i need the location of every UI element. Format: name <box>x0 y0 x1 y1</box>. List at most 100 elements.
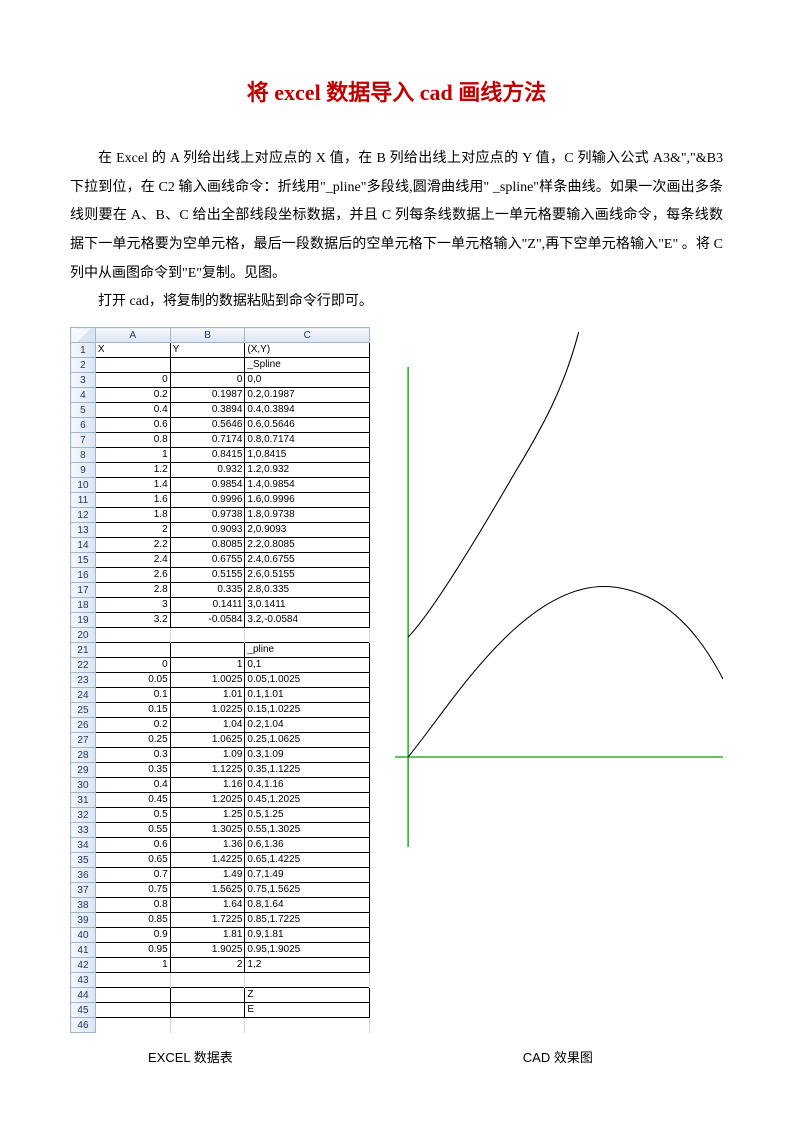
cell: 0.55 <box>95 823 170 838</box>
col-header-A: A <box>95 328 170 343</box>
cell: 0.8085 <box>170 538 245 553</box>
cell: 0.8 <box>95 433 170 448</box>
cell: 0.85,1.7225 <box>245 913 370 928</box>
cell <box>170 358 245 373</box>
cell: 2,0.9093 <box>245 523 370 538</box>
cell: 1 <box>95 958 170 973</box>
row-header: 15 <box>71 553 96 568</box>
cell: 0.6755 <box>170 553 245 568</box>
cell: 1.2025 <box>170 793 245 808</box>
cell: 0.7 <box>95 868 170 883</box>
cell-blank <box>170 628 245 643</box>
cell: 1.9025 <box>170 943 245 958</box>
row-header: 9 <box>71 463 96 478</box>
cell: 0.9093 <box>170 523 245 538</box>
page-title: 将 excel 数据导入 cad 画线方法 <box>70 75 723 107</box>
cell <box>95 358 170 373</box>
cell: 1.25 <box>170 808 245 823</box>
cell: 0.35 <box>95 763 170 778</box>
cell: 1.0225 <box>170 703 245 718</box>
cell: 3.2 <box>95 613 170 628</box>
row-header: 19 <box>71 613 96 628</box>
cell: 1.5625 <box>170 883 245 898</box>
cell-blank <box>95 973 170 988</box>
cell: Y <box>170 343 245 358</box>
row-header: 7 <box>71 433 96 448</box>
cell: 1.09 <box>170 748 245 763</box>
cell: Z <box>245 988 370 1003</box>
row-header: 26 <box>71 718 96 733</box>
cell: 0,1 <box>245 658 370 673</box>
table-row: 390.851.72250.85,1.7225 <box>71 913 370 928</box>
cell: 1,0.8415 <box>245 448 370 463</box>
cell: 0.7,1.49 <box>245 868 370 883</box>
cell: 0.3,1.09 <box>245 748 370 763</box>
cell: 0.45,1.2025 <box>245 793 370 808</box>
table-row: 70.80.71740.8,0.7174 <box>71 433 370 448</box>
row-header: 40 <box>71 928 96 943</box>
row-header: 20 <box>71 628 96 643</box>
cell: 3,0.1411 <box>245 598 370 613</box>
cell: 0.45 <box>95 793 170 808</box>
row-header: 28 <box>71 748 96 763</box>
cell: 0.9 <box>95 928 170 943</box>
row-header: 24 <box>71 688 96 703</box>
cell <box>170 988 245 1003</box>
cell: 0.5155 <box>170 568 245 583</box>
cell: 0 <box>95 373 170 388</box>
cell: 2 <box>170 958 245 973</box>
table-row: 45E <box>71 1003 370 1018</box>
cell: _Spline <box>245 358 370 373</box>
table-row: 270.251.06250.25,1.0625 <box>71 733 370 748</box>
table-row: 290.351.12250.35,1.1225 <box>71 763 370 778</box>
table-row: 300.41.160.4,1.16 <box>71 778 370 793</box>
excel-corner <box>71 328 96 343</box>
cell: 0.5646 <box>170 418 245 433</box>
row-header: 27 <box>71 733 96 748</box>
table-row: 1XY(X,Y) <box>71 343 370 358</box>
cad-caption: CAD 效果图 <box>523 1047 593 1066</box>
row-header: 34 <box>71 838 96 853</box>
row-header: 2 <box>71 358 96 373</box>
cell: 0.1 <box>95 688 170 703</box>
table-row: 340.61.360.6,1.36 <box>71 838 370 853</box>
caption-row: EXCEL 数据表 CAD 效果图 <box>70 1047 723 1066</box>
cell <box>95 988 170 1003</box>
table-row: 142.20.80852.2,0.8085 <box>71 538 370 553</box>
cell: 0.25,1.0625 <box>245 733 370 748</box>
row-header: 1 <box>71 343 96 358</box>
row-header: 33 <box>71 823 96 838</box>
cell: X <box>95 343 170 358</box>
cell: 0 <box>170 373 245 388</box>
table-row: 260.21.040.2,1.04 <box>71 718 370 733</box>
row-header: 12 <box>71 508 96 523</box>
paragraph-1: 在 Excel 的 A 列给出线上对应点的 X 值，在 B 列给出线上对应点的 … <box>70 145 723 288</box>
cell: 2.2,0.8085 <box>245 538 370 553</box>
cell: 0.9738 <box>170 508 245 523</box>
cell: 0.6 <box>95 418 170 433</box>
table-row: 410.951.90250.95,1.9025 <box>71 943 370 958</box>
table-row: 280.31.090.3,1.09 <box>71 748 370 763</box>
cell: 0.15 <box>95 703 170 718</box>
content-row: ABC 1XY(X,Y)2_Spline3000,040.20.19870.2,… <box>70 327 723 1033</box>
row-header: 42 <box>71 958 96 973</box>
row-header: 6 <box>71 418 96 433</box>
table-row: 230.051.00250.05,1.0025 <box>71 673 370 688</box>
row-header: 8 <box>71 448 96 463</box>
row-header: 17 <box>71 583 96 598</box>
cell: 0.4,0.3894 <box>245 403 370 418</box>
table-row: 193.2-0.05843.2,-0.0584 <box>71 613 370 628</box>
cell: _pline <box>245 643 370 658</box>
row-header: 22 <box>71 658 96 673</box>
cell: 1.0625 <box>170 733 245 748</box>
table-row: 330.551.30250.55,1.3025 <box>71 823 370 838</box>
table-row: 40.20.19870.2,0.1987 <box>71 388 370 403</box>
cell: 0.4 <box>95 778 170 793</box>
cell: 0.05 <box>95 673 170 688</box>
col-header-B: B <box>170 328 245 343</box>
cell: 0.35,1.1225 <box>245 763 370 778</box>
cell: 2.2 <box>95 538 170 553</box>
cell-blank <box>245 628 370 643</box>
table-row: 43 <box>71 973 370 988</box>
cell: 2.8 <box>95 583 170 598</box>
